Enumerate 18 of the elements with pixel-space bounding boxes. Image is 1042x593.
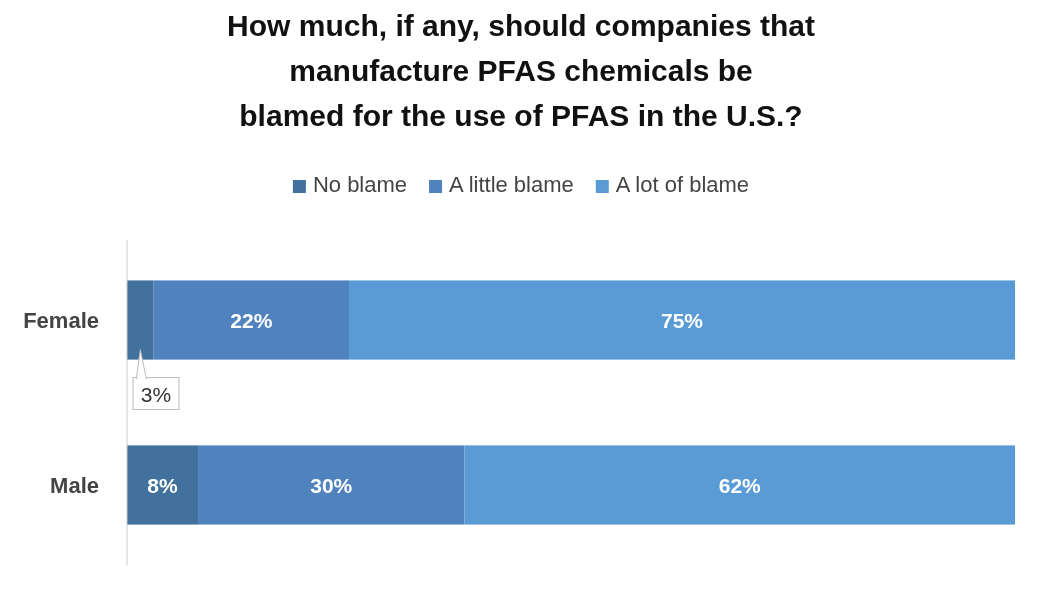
y-tick-label: Male bbox=[50, 472, 99, 498]
legend-label: No blame bbox=[312, 172, 408, 197]
data-label: 62% bbox=[718, 473, 762, 497]
legend-label: A little blame bbox=[449, 172, 574, 197]
bar bbox=[198, 445, 465, 525]
data-label: 75% bbox=[660, 309, 704, 333]
bar bbox=[127, 445, 199, 525]
legend-label: A lot of blame bbox=[615, 172, 750, 197]
data-label: 3% bbox=[140, 382, 172, 406]
bar bbox=[153, 280, 349, 360]
bar bbox=[464, 445, 1015, 525]
bar bbox=[127, 280, 154, 360]
chart-title: How much, if any, should companies that manufacture PFAS chemicals be blamed for the use of PFAS in the U.S.? bbox=[227, 9, 815, 132]
data-label: 8% bbox=[147, 473, 179, 497]
data-label: 30% bbox=[310, 473, 353, 497]
data-label: 22% bbox=[230, 309, 273, 333]
y-tick-label: Female bbox=[23, 308, 99, 334]
bar bbox=[349, 280, 1015, 360]
